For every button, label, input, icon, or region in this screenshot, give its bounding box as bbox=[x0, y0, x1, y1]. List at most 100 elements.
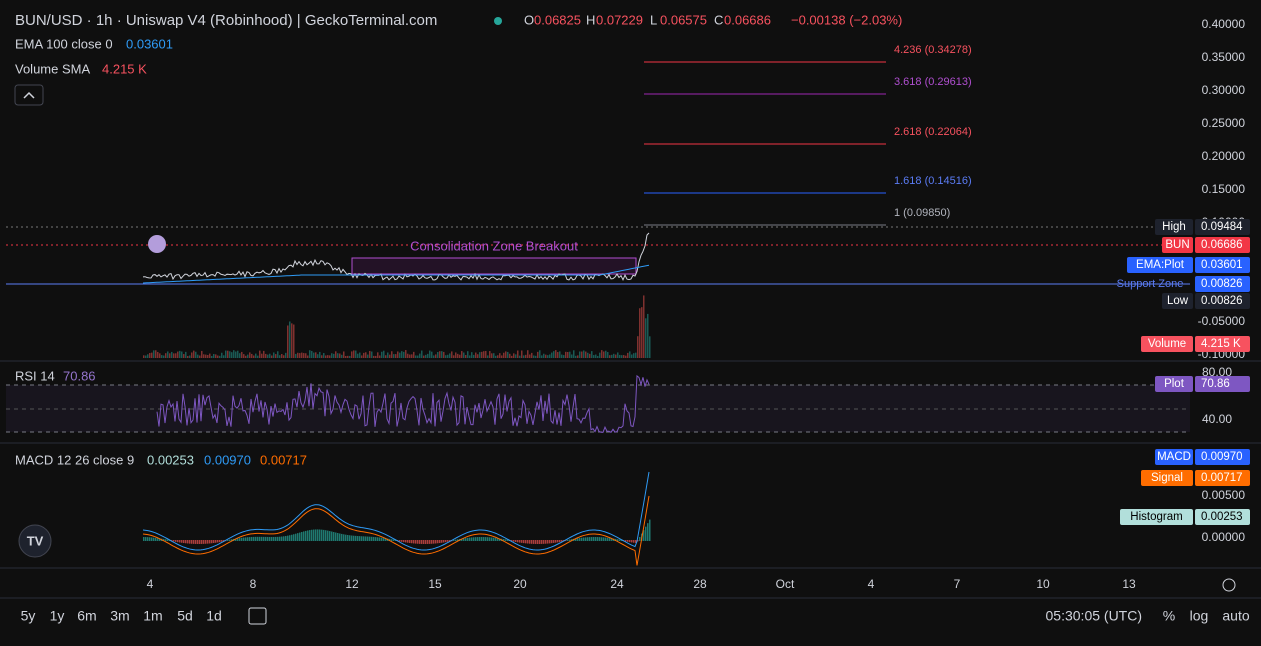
date-range-icon[interactable] bbox=[248, 607, 267, 625]
macd-hist-bar bbox=[283, 536, 285, 541]
macd-hist-bar bbox=[443, 540, 445, 543]
scale-option[interactable]: % bbox=[1163, 608, 1175, 624]
collapse-button[interactable] bbox=[14, 84, 44, 106]
macd-hist-bar bbox=[373, 536, 375, 541]
macd-hist-bar bbox=[433, 540, 435, 544]
traces bbox=[142, 232, 651, 566]
macd-hist-bar bbox=[635, 540, 637, 543]
volume-bar bbox=[305, 353, 307, 358]
volume-bar bbox=[551, 352, 553, 358]
price-axis-label: 0.40000 bbox=[1202, 17, 1246, 31]
volume-bar bbox=[401, 351, 403, 358]
macd-hist-bar bbox=[601, 537, 603, 541]
macd-hist-bar bbox=[329, 531, 331, 541]
volume-bar bbox=[301, 352, 303, 358]
volume-bar bbox=[531, 352, 533, 358]
macd-hist-bar bbox=[437, 540, 439, 544]
macd-hist-bar bbox=[253, 536, 255, 541]
range-button[interactable]: 5y bbox=[21, 608, 36, 624]
settings-icon[interactable] bbox=[1222, 578, 1236, 592]
volume-bar bbox=[181, 351, 183, 358]
macd-hist-bar bbox=[159, 538, 161, 541]
volume-bar bbox=[189, 355, 191, 358]
volume-bar bbox=[425, 354, 427, 358]
badge-name: Signal bbox=[1151, 472, 1183, 484]
macd-hist-bar bbox=[207, 540, 209, 544]
macd-hist-bar bbox=[591, 537, 593, 541]
time-axis-label: 24 bbox=[610, 577, 624, 591]
badge-name: BUN bbox=[1165, 239, 1189, 251]
macd-hist-bar bbox=[407, 540, 409, 543]
range-button[interactable]: 1d bbox=[206, 608, 222, 624]
volume-bar bbox=[393, 354, 395, 358]
volume-bar bbox=[291, 323, 293, 358]
volume-bar bbox=[545, 354, 547, 358]
volume-bar bbox=[433, 355, 435, 358]
volume-bar bbox=[461, 351, 463, 358]
macd-hist-bar bbox=[493, 537, 495, 541]
range-button[interactable]: 5d bbox=[177, 608, 193, 624]
volume-bar bbox=[417, 355, 419, 358]
volume-bar bbox=[287, 325, 289, 358]
volume-bar bbox=[585, 351, 587, 358]
fib-label: 4.236 (0.34278) bbox=[894, 44, 972, 56]
macd-hist-bar bbox=[165, 539, 167, 541]
volume-bar bbox=[379, 355, 381, 358]
volume-bar bbox=[205, 354, 207, 358]
macd-hist-bar bbox=[441, 540, 443, 543]
volume-bar bbox=[577, 355, 579, 358]
macd-hist-bar bbox=[245, 537, 247, 541]
macd-hist-bar bbox=[331, 531, 333, 541]
scale-option[interactable]: log bbox=[1190, 608, 1209, 624]
scale-option[interactable]: auto bbox=[1222, 608, 1249, 624]
macd-hist-bar bbox=[297, 533, 299, 541]
volume-bar bbox=[353, 350, 355, 358]
volume-bar bbox=[581, 351, 583, 358]
macd-hist-bar bbox=[545, 540, 547, 544]
volume-bar bbox=[587, 352, 589, 358]
macd-hist-bar bbox=[559, 540, 561, 543]
volume-bar bbox=[615, 354, 617, 358]
macd-hist-bar bbox=[291, 534, 293, 541]
volume-bar bbox=[149, 353, 151, 358]
macd-hist-bar bbox=[379, 537, 381, 541]
volume-bar bbox=[249, 352, 251, 358]
macd-hist-bar bbox=[301, 531, 303, 541]
macd-hist-bar bbox=[215, 540, 217, 543]
range-button[interactable]: 6m bbox=[77, 608, 96, 624]
badge-value: 0.00970 bbox=[1201, 451, 1243, 463]
macd-hist-bar bbox=[327, 530, 329, 541]
macd-hist-bar bbox=[483, 537, 485, 541]
macd-hist-bar bbox=[179, 540, 181, 543]
volume-bar bbox=[219, 355, 221, 358]
macd-hist-bar bbox=[419, 540, 421, 544]
range-button[interactable]: 1y bbox=[50, 608, 65, 624]
macd-hist-bar bbox=[557, 540, 559, 543]
volume-bar bbox=[407, 353, 409, 358]
rsi-axis-label: 80.00 bbox=[1202, 365, 1232, 379]
volume-bar bbox=[243, 354, 245, 358]
badge-name-bg bbox=[1127, 257, 1193, 273]
macd-hist-bar bbox=[389, 538, 391, 541]
badge-value-bg bbox=[1195, 376, 1250, 392]
logo bbox=[18, 524, 52, 558]
volume-bar bbox=[621, 355, 623, 358]
range-button[interactable]: 3m bbox=[110, 608, 129, 624]
macd-hist-bar bbox=[415, 540, 417, 544]
macd-hist-bar bbox=[189, 540, 191, 544]
time-axis-label: 10 bbox=[1036, 577, 1050, 591]
volume-bar bbox=[517, 350, 519, 358]
volume-bar bbox=[327, 355, 329, 358]
macd-hist-bar bbox=[203, 540, 205, 544]
volume-bar bbox=[199, 355, 201, 358]
volume-bar bbox=[589, 353, 591, 358]
ohlc-value: 0.06575 bbox=[660, 12, 707, 27]
macd-hist-bar bbox=[403, 540, 405, 543]
volume-bar bbox=[485, 350, 487, 358]
time-axis-label: Oct bbox=[776, 577, 795, 591]
volume-bar bbox=[541, 355, 543, 358]
volume-bar bbox=[597, 355, 599, 358]
badge-value-bg bbox=[1195, 257, 1250, 273]
range-button[interactable]: 1m bbox=[143, 608, 162, 624]
volume-bar bbox=[453, 355, 455, 358]
